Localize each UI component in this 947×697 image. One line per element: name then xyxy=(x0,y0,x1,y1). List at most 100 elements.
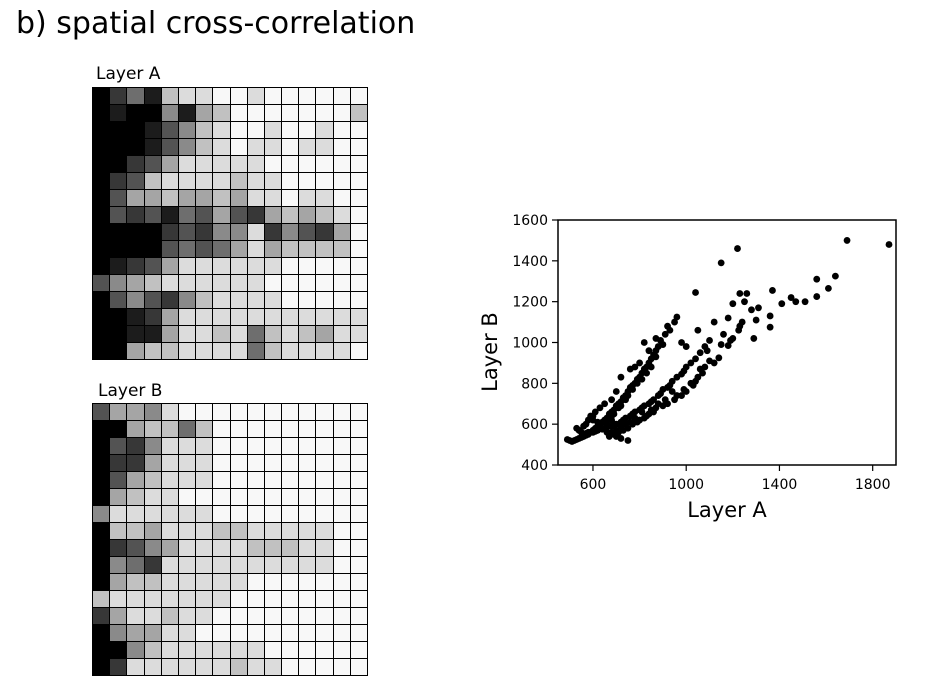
grid-cell xyxy=(350,190,367,206)
grid-cell xyxy=(247,326,264,342)
grid-cell xyxy=(93,326,110,342)
grid-cell xyxy=(247,506,264,522)
grid-cell xyxy=(247,207,264,223)
data-point xyxy=(608,396,616,404)
grid-cell xyxy=(196,557,213,573)
grid-cell xyxy=(316,659,333,675)
grid-cell xyxy=(247,122,264,138)
grid-cell xyxy=(264,404,282,420)
grid-cell xyxy=(178,540,196,556)
grid-cell xyxy=(299,642,316,658)
grid-cell xyxy=(299,472,316,488)
grid-cell xyxy=(196,309,213,325)
grid-cell xyxy=(196,438,213,454)
grid-cell xyxy=(144,625,161,641)
grid-cell xyxy=(196,139,213,155)
grid-cell xyxy=(127,659,144,675)
data-point xyxy=(661,330,669,338)
data-point xyxy=(729,300,737,308)
grid-cell xyxy=(264,608,282,624)
grid-cell xyxy=(178,173,196,189)
grid-cell xyxy=(178,608,196,624)
grid-cell xyxy=(264,207,282,223)
grid-cell xyxy=(127,625,144,641)
data-point xyxy=(736,290,744,297)
grid-cell xyxy=(264,557,282,573)
data-point xyxy=(825,284,832,292)
grid-cell xyxy=(178,343,196,359)
grid-cell xyxy=(178,489,196,505)
grid-cell xyxy=(144,224,161,240)
data-point xyxy=(640,339,648,346)
grid-cell xyxy=(144,241,161,257)
grid-cell xyxy=(282,173,299,189)
grid-cell xyxy=(299,523,316,539)
grid-cell xyxy=(196,275,213,291)
grid-cell xyxy=(213,326,230,342)
grid-cell xyxy=(161,88,178,104)
grid-cell xyxy=(316,156,333,172)
grid-cell xyxy=(316,438,333,454)
grid-cell xyxy=(247,343,264,359)
grid-cell xyxy=(230,224,247,240)
grid-cell xyxy=(110,404,127,420)
grid-cell xyxy=(350,105,367,121)
grid-cell xyxy=(299,421,316,437)
grid-cell xyxy=(127,438,144,454)
grid-cell xyxy=(144,438,161,454)
grid-cell xyxy=(144,608,161,624)
grid-cell xyxy=(299,292,316,308)
page-title: b) spatial cross-correlation xyxy=(16,6,416,41)
grid-cell xyxy=(230,190,247,206)
data-point xyxy=(748,306,755,314)
grid-cell xyxy=(299,506,316,522)
grid-cell xyxy=(161,258,178,274)
grid-cell xyxy=(196,190,213,206)
data-point xyxy=(724,314,732,322)
grid-cell xyxy=(282,343,299,359)
grid-cell xyxy=(264,156,282,172)
grid-cell xyxy=(350,642,367,658)
grid-cell xyxy=(350,557,367,573)
grid-cell xyxy=(178,207,196,223)
grid-cell xyxy=(333,438,350,454)
grid-cell xyxy=(230,309,247,325)
grid-cell xyxy=(264,326,282,342)
grid-cell xyxy=(144,105,161,121)
data-point xyxy=(778,300,786,308)
data-point xyxy=(692,355,699,363)
grid-cell xyxy=(127,173,144,189)
layer-b-label: Layer B xyxy=(98,381,163,401)
grid-cell xyxy=(350,523,367,539)
grid-cell xyxy=(93,105,110,121)
grid-cell xyxy=(333,404,350,420)
grid-cell xyxy=(333,574,350,590)
data-point xyxy=(680,386,688,393)
grid-cell xyxy=(230,608,247,624)
grid-cell xyxy=(161,292,178,308)
grid-cell xyxy=(316,455,333,471)
grid-cell xyxy=(350,591,367,607)
grid-cell xyxy=(299,207,316,223)
data-point xyxy=(678,392,685,399)
grid-cell xyxy=(299,343,316,359)
grid-cell xyxy=(110,258,127,274)
grid-cell xyxy=(93,275,110,291)
grid-cell xyxy=(299,404,316,420)
grid-cell xyxy=(144,122,161,138)
grid-cell xyxy=(110,139,127,155)
grid-cell xyxy=(282,489,299,505)
grid-cell xyxy=(127,489,144,505)
grid-cell xyxy=(264,173,282,189)
grid-cell xyxy=(93,438,110,454)
grid-cell xyxy=(230,326,247,342)
grid-cell xyxy=(213,659,230,675)
grid-cell xyxy=(316,506,333,522)
grid-cell xyxy=(127,241,144,257)
grid-cell xyxy=(299,173,316,189)
data-point xyxy=(645,347,653,355)
grid-cell xyxy=(316,591,333,607)
grid-cell xyxy=(178,591,196,607)
data-point xyxy=(741,298,748,306)
grid-cell xyxy=(230,472,247,488)
